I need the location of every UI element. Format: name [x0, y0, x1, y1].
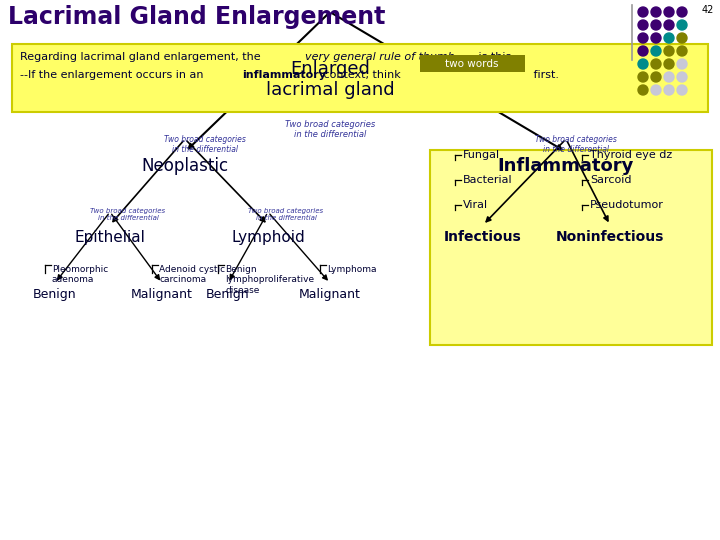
Circle shape	[651, 33, 661, 43]
Text: is this:: is this:	[475, 52, 515, 62]
Circle shape	[651, 59, 661, 69]
Circle shape	[677, 46, 687, 56]
Circle shape	[638, 7, 648, 17]
Text: Malignant: Malignant	[299, 288, 361, 301]
Circle shape	[677, 20, 687, 30]
Circle shape	[638, 72, 648, 82]
Text: Two broad categories
in the differential: Two broad categories in the differential	[535, 135, 617, 154]
Circle shape	[638, 20, 648, 30]
Circle shape	[651, 72, 661, 82]
Text: Bacterial: Bacterial	[463, 175, 513, 185]
Text: Neoplastic: Neoplastic	[141, 157, 228, 175]
Text: Malignant: Malignant	[131, 288, 193, 301]
Circle shape	[677, 59, 687, 69]
Circle shape	[677, 85, 687, 95]
Text: Benign
lymphoproliferative
disease: Benign lymphoproliferative disease	[225, 265, 314, 295]
Circle shape	[651, 46, 661, 56]
Text: Thyroid eye dz: Thyroid eye dz	[590, 150, 672, 160]
Text: Two broad categories
in the differential: Two broad categories in the differential	[164, 135, 246, 154]
Text: Pleomorphic
adenoma: Pleomorphic adenoma	[52, 265, 108, 285]
Circle shape	[638, 33, 648, 43]
Circle shape	[651, 7, 661, 17]
Circle shape	[677, 72, 687, 82]
Text: Fungal: Fungal	[463, 150, 500, 160]
Bar	[12, 44, 708, 112]
Text: Inflammatory: Inflammatory	[498, 157, 634, 175]
Text: 42: 42	[701, 5, 714, 15]
Text: Epithelial: Epithelial	[75, 230, 145, 245]
Text: Lacrimal Gland Enlargement: Lacrimal Gland Enlargement	[8, 5, 385, 29]
Text: Noninfectious: Noninfectious	[556, 230, 664, 244]
Circle shape	[664, 85, 674, 95]
Text: Pseudotumor: Pseudotumor	[590, 200, 664, 210]
Circle shape	[664, 33, 674, 43]
Circle shape	[664, 7, 674, 17]
Circle shape	[664, 59, 674, 69]
Text: inflammatory: inflammatory	[242, 70, 326, 80]
Text: --If the enlargement occurs in an: --If the enlargement occurs in an	[20, 70, 207, 80]
Text: Sarcoid: Sarcoid	[590, 175, 631, 185]
Text: Lymphoid: Lymphoid	[231, 230, 305, 245]
Circle shape	[664, 20, 674, 30]
Text: Regarding lacrimal gland enlargement, the: Regarding lacrimal gland enlargement, th…	[20, 52, 264, 62]
Circle shape	[664, 46, 674, 56]
Circle shape	[677, 7, 687, 17]
Circle shape	[677, 33, 687, 43]
Text: Two broad categories
in the differential: Two broad categories in the differential	[91, 208, 166, 221]
Text: Two broad categories
in the differential: Two broad categories in the differential	[248, 208, 323, 221]
Circle shape	[638, 85, 648, 95]
Bar	[430, 150, 712, 345]
Text: very general rule of thumb: very general rule of thumb	[305, 52, 455, 62]
Text: Adenoid cystic
carcinoma: Adenoid cystic carcinoma	[159, 265, 225, 285]
Bar	[420, 55, 525, 72]
Circle shape	[651, 20, 661, 30]
Text: Lymphoma: Lymphoma	[327, 265, 377, 274]
Text: Infectious: Infectious	[444, 230, 522, 244]
Text: Two broad categories
in the differential: Two broad categories in the differential	[285, 120, 375, 139]
Text: Enlarged
lacrimal gland: Enlarged lacrimal gland	[266, 60, 395, 99]
Circle shape	[664, 72, 674, 82]
Text: Viral: Viral	[463, 200, 488, 210]
Circle shape	[638, 59, 648, 69]
Circle shape	[638, 46, 648, 56]
Text: first.: first.	[530, 70, 559, 80]
Text: Benign: Benign	[33, 288, 77, 301]
Text: context, think: context, think	[320, 70, 401, 80]
Text: Benign: Benign	[206, 288, 250, 301]
Text: two words: two words	[445, 59, 499, 69]
Circle shape	[651, 85, 661, 95]
